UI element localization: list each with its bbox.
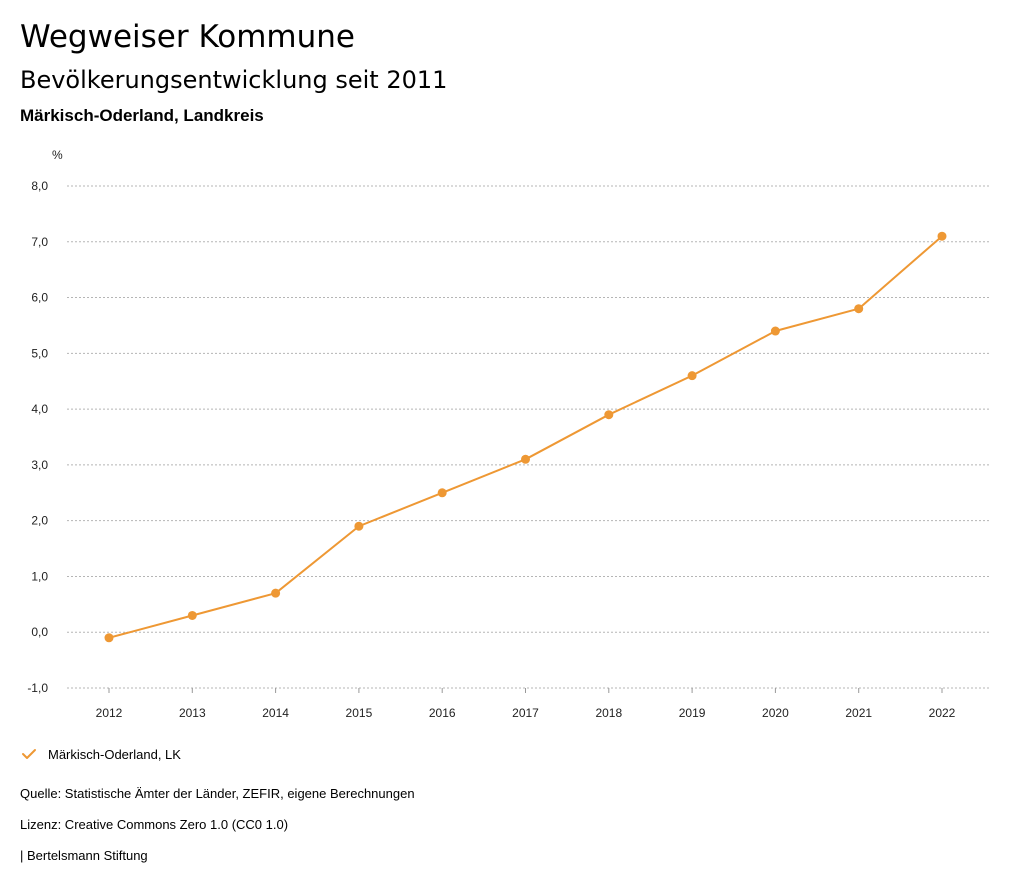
y-tick-label: 8,0 [31, 179, 48, 193]
line-chart: % -1,0 0,0 1,0 2,0 3,0 4,0 5,0 6,0 7,0 8,0 2012 2013… [27, 148, 990, 720]
x-tick-label: 2020 [762, 706, 789, 720]
license-note: Lizenz: Creative Commons Zero 1.0 (CC0 1… [20, 817, 289, 832]
x-tick-label: 2016 [429, 706, 456, 720]
publisher-note: | Bertelsmann Stiftung [20, 848, 148, 863]
x-tick-label: 2017 [512, 706, 539, 720]
y-tick-label: 5,0 [31, 346, 48, 360]
x-tick-label: 2022 [929, 706, 956, 720]
data-point [937, 231, 947, 241]
source-note: Quelle: Statistische Ämter der Länder, Z… [20, 786, 415, 801]
chart-subtitle: Bevölkerungsentwicklung seit 2011 [20, 66, 448, 94]
x-tick-label: 2021 [845, 706, 872, 720]
series-line [108, 235, 943, 639]
x-tick-label: 2015 [346, 706, 373, 720]
region-name: Märkisch-Oderland, Landkreis [20, 106, 264, 125]
data-point [354, 521, 364, 531]
y-tick-label: -1,0 [27, 681, 48, 695]
data-point [437, 488, 447, 498]
x-tick-label: 2019 [679, 706, 706, 720]
y-tick-label: 0,0 [31, 625, 48, 639]
y-tick-label: 2,0 [31, 514, 48, 528]
page-title: Wegweiser Kommune [20, 19, 355, 55]
x-tick-label: 2013 [179, 706, 206, 720]
data-point [604, 410, 614, 420]
data-point [770, 326, 780, 336]
x-tick-label: 2012 [96, 706, 123, 720]
data-point [104, 633, 114, 643]
legend-label: Märkisch-Oderland, LK [48, 746, 181, 762]
y-tick-label: 7,0 [31, 235, 48, 249]
x-tick-label: 2018 [595, 706, 622, 720]
y-tick-label: 6,0 [31, 291, 48, 305]
y-axis-unit: % [52, 148, 63, 162]
y-tick-label: 3,0 [31, 458, 48, 472]
y-tick-label: 4,0 [31, 402, 48, 416]
data-point [687, 371, 697, 381]
data-point [521, 454, 530, 464]
data-point [187, 610, 197, 620]
legend[interactable]: Märkisch-Oderland, LK [20, 744, 181, 764]
grid-layer [67, 185, 990, 689]
data-point [854, 304, 864, 314]
series-layer [104, 231, 947, 643]
axis-layer: % -1,0 0,0 1,0 2,0 3,0 4,0 5,0 6,0 7,0 8,0 2012 2013… [27, 148, 955, 720]
x-tick-label: 2014 [262, 706, 289, 720]
y-tick-label: 1,0 [31, 569, 48, 583]
check-icon [22, 749, 36, 759]
data-point [271, 588, 281, 598]
